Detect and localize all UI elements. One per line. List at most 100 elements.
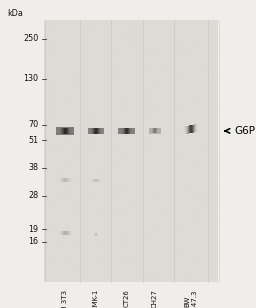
Bar	[93, 233, 94, 236]
Bar	[69, 230, 70, 235]
Text: BW
5147.3: BW 5147.3	[184, 290, 197, 308]
Bar	[153, 128, 154, 133]
Bar	[100, 179, 101, 181]
Bar	[100, 128, 101, 134]
Text: NIH 3T3: NIH 3T3	[62, 290, 68, 308]
Bar	[88, 128, 104, 134]
Bar	[59, 230, 61, 235]
Text: kDa: kDa	[7, 9, 23, 18]
Bar	[55, 230, 56, 235]
Bar	[103, 128, 104, 134]
Bar	[197, 124, 198, 132]
Bar	[86, 179, 87, 181]
Bar	[57, 179, 58, 182]
Bar	[189, 125, 190, 133]
Bar	[96, 179, 97, 181]
Bar	[61, 128, 62, 134]
Bar	[71, 230, 72, 235]
Bar	[94, 128, 95, 134]
Bar	[90, 128, 91, 134]
Bar	[126, 128, 127, 134]
Bar	[152, 128, 153, 133]
Bar	[191, 125, 192, 133]
Bar	[69, 128, 70, 134]
Bar	[76, 230, 77, 235]
Bar	[182, 127, 183, 135]
Bar	[132, 128, 133, 134]
Text: TCMK-1: TCMK-1	[93, 290, 99, 308]
Bar	[97, 233, 98, 236]
Bar	[96, 233, 97, 236]
Bar	[57, 128, 58, 134]
Bar	[70, 179, 71, 182]
Bar	[86, 128, 87, 134]
Bar	[103, 179, 104, 181]
Bar	[58, 230, 59, 235]
Bar	[148, 128, 149, 133]
Bar	[64, 230, 65, 235]
Bar	[92, 128, 93, 134]
Bar	[131, 128, 132, 134]
Bar	[195, 124, 196, 132]
Bar	[97, 128, 98, 134]
Bar	[54, 230, 55, 235]
Bar	[75, 128, 76, 134]
Text: 19: 19	[28, 225, 38, 234]
Bar	[97, 179, 98, 181]
Bar	[161, 128, 162, 133]
Bar	[128, 128, 129, 134]
Bar	[88, 179, 89, 181]
Bar	[156, 128, 157, 133]
Bar	[65, 128, 66, 134]
Bar	[94, 233, 95, 236]
Bar	[74, 230, 76, 235]
Bar	[98, 233, 99, 236]
Bar	[72, 230, 73, 235]
Bar	[62, 179, 63, 182]
Bar	[105, 128, 106, 134]
Bar	[91, 128, 92, 134]
Bar	[61, 179, 62, 182]
Bar	[147, 128, 148, 133]
Bar	[63, 230, 64, 235]
Bar	[65, 230, 67, 235]
Bar	[154, 128, 155, 133]
Bar	[127, 128, 128, 134]
Bar	[62, 128, 63, 134]
Bar	[89, 128, 90, 134]
Bar	[194, 124, 195, 132]
Bar	[134, 128, 135, 134]
Bar	[44, 20, 218, 282]
Bar	[185, 126, 186, 134]
Bar	[159, 128, 160, 133]
Bar	[125, 128, 126, 134]
Bar	[160, 128, 161, 133]
Bar	[94, 179, 95, 181]
Text: 16: 16	[28, 237, 38, 246]
Bar	[101, 128, 102, 134]
Text: 38: 38	[28, 163, 38, 172]
Bar	[99, 179, 100, 181]
Bar	[88, 128, 89, 134]
Bar	[130, 128, 131, 134]
Bar	[116, 128, 117, 134]
Bar	[68, 179, 69, 182]
Bar	[102, 179, 103, 181]
Bar	[58, 128, 59, 134]
Text: 250: 250	[23, 34, 38, 43]
Bar	[149, 128, 150, 133]
Bar	[155, 128, 156, 133]
Bar	[90, 179, 91, 181]
Bar	[67, 128, 68, 134]
Bar	[192, 125, 193, 133]
Bar	[157, 128, 158, 133]
Bar	[95, 128, 96, 134]
Bar	[151, 128, 152, 133]
Bar	[72, 128, 73, 134]
Bar	[74, 128, 75, 134]
Text: 51: 51	[28, 136, 38, 145]
Bar	[55, 128, 56, 134]
Text: CT26: CT26	[124, 290, 130, 307]
Bar	[102, 128, 103, 134]
Bar	[63, 128, 64, 134]
